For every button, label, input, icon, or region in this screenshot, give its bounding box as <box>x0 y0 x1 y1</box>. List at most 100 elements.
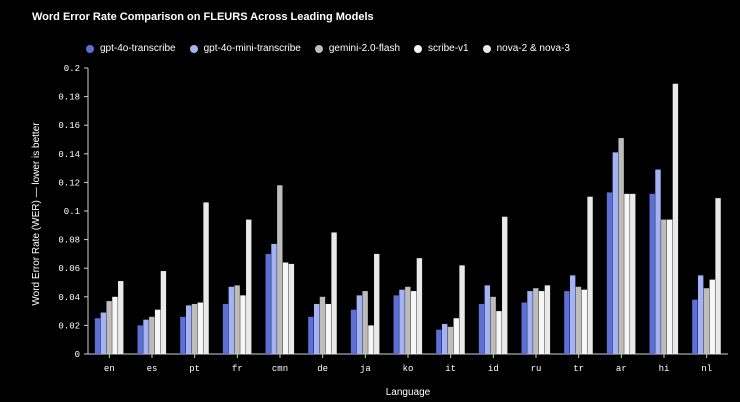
legend-label: gpt-4o-mini-transcribe <box>203 43 301 54</box>
bar <box>697 275 704 354</box>
x-tick-label: it <box>445 364 456 374</box>
legend-label: gpt-4o-transcribe <box>100 43 176 54</box>
bar <box>246 219 252 354</box>
bar <box>544 285 551 354</box>
bar <box>612 152 619 354</box>
y-tick-label: 0.1 <box>64 207 80 217</box>
x-tick-label: ru <box>531 364 542 374</box>
bar <box>655 169 661 354</box>
bar <box>502 216 508 354</box>
bar <box>692 299 698 354</box>
bar <box>137 325 143 354</box>
legend-item: gpt-4o-mini-transcribe <box>189 43 301 54</box>
bar <box>436 329 442 354</box>
y-tick-label: 0.14 <box>58 150 80 160</box>
bar <box>160 271 167 354</box>
bar <box>484 285 491 354</box>
bar <box>234 285 240 354</box>
bar <box>106 301 112 354</box>
bar <box>362 291 368 354</box>
x-tick-label: es <box>147 364 158 374</box>
bar <box>356 295 363 354</box>
bar <box>453 318 459 354</box>
bar <box>265 253 271 354</box>
legend-item: nova-2 & nova-3 <box>482 43 570 54</box>
bar <box>180 316 186 354</box>
legend-swatch <box>482 44 491 53</box>
bar <box>393 295 399 354</box>
bar <box>368 325 374 354</box>
bar <box>703 288 710 354</box>
y-tick-label: 0.12 <box>58 178 80 188</box>
bar <box>459 265 465 354</box>
x-tick-label: pt <box>189 364 200 374</box>
bar <box>416 258 423 354</box>
legend-item: gemini-2.0-flash <box>314 43 401 54</box>
bar <box>350 309 357 354</box>
bar <box>288 263 295 354</box>
legend-label: nova-2 & nova-3 <box>496 43 570 54</box>
bar <box>569 275 576 354</box>
y-tick-label: 0.18 <box>58 93 80 103</box>
bar <box>331 232 337 354</box>
legend-swatch <box>414 44 423 53</box>
bar <box>240 295 246 354</box>
legend-label: scribe-v1 <box>428 43 469 54</box>
bar <box>709 279 715 354</box>
legend-swatch <box>86 44 94 53</box>
bar <box>649 193 655 354</box>
bar <box>149 316 155 354</box>
bar <box>203 202 209 354</box>
bar <box>118 281 124 354</box>
legend-swatch <box>314 44 323 53</box>
bar <box>496 311 502 354</box>
bar <box>672 83 679 354</box>
bar <box>154 309 161 354</box>
legend: gpt-4o-transcribe gpt-4o-mini-transcribe g… <box>86 43 570 54</box>
y-tick-label: 0.08 <box>58 236 80 246</box>
bar <box>618 138 624 354</box>
legend-label: gemini-2.0-flash <box>328 43 401 54</box>
bar <box>191 303 198 354</box>
bar <box>399 289 405 354</box>
x-axis-label: Language <box>386 387 431 398</box>
y-tick-label: 0.02 <box>58 321 80 331</box>
legend-swatch <box>189 44 198 53</box>
bar <box>228 286 235 354</box>
bar <box>715 198 721 354</box>
bar <box>490 296 496 354</box>
bar <box>100 312 107 354</box>
bar <box>271 243 277 354</box>
bar <box>308 316 314 354</box>
bar <box>630 193 636 354</box>
bar <box>374 253 380 354</box>
y-axis-label: Word Error Rate (WER) — lower is better <box>31 122 42 306</box>
y-tick-label: 0.16 <box>58 121 80 131</box>
bar <box>587 196 593 354</box>
x-tick-label: hi <box>659 364 670 374</box>
bar <box>282 262 289 354</box>
legend-item: gpt-4o-transcribe <box>86 43 176 54</box>
bar <box>624 193 630 354</box>
bar <box>581 289 587 354</box>
bar <box>325 303 331 354</box>
bar <box>533 288 539 354</box>
bar <box>112 296 118 354</box>
bar <box>478 303 485 354</box>
bar <box>521 302 527 354</box>
x-tick-label: id <box>488 364 499 374</box>
y-tick-label: 0.04 <box>58 293 80 303</box>
x-tick-label: ko <box>403 364 414 374</box>
bar <box>313 303 320 354</box>
x-tick-label: ar <box>616 364 627 374</box>
y-tick-label: 0.2 <box>64 64 80 74</box>
bar <box>222 303 229 354</box>
bar <box>319 296 326 354</box>
bar <box>564 291 570 354</box>
bar <box>527 291 533 354</box>
bar <box>575 286 582 354</box>
bar <box>185 305 192 354</box>
x-tick-label: en <box>104 364 115 374</box>
x-tick-label: tr <box>573 364 584 374</box>
